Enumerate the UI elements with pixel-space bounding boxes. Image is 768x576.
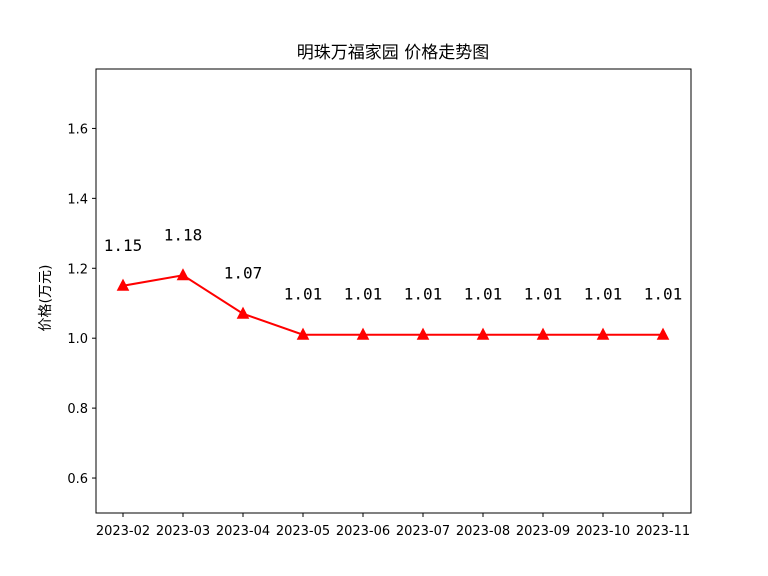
- series-line: [122, 274, 663, 336]
- plot-area-frame: [95, 68, 692, 514]
- data-point-marker: [296, 327, 310, 340]
- x-tick-label: 2023-07: [396, 524, 450, 539]
- data-point-marker: [596, 327, 610, 340]
- y-tick-label: 0.6: [67, 472, 88, 487]
- data-point-marker: [236, 306, 250, 319]
- x-tick-label: 2023-06: [336, 524, 390, 539]
- y-tick-label: 1.6: [67, 122, 88, 137]
- data-label: 1.01: [584, 285, 623, 304]
- y-axis-label: 价格(万元): [38, 265, 54, 332]
- data-label: 1.01: [524, 285, 563, 304]
- data-label: 1.01: [284, 285, 323, 304]
- data-point-marker: [476, 327, 490, 340]
- data-label: 1.01: [404, 285, 443, 304]
- data-label: 1.01: [344, 285, 383, 304]
- data-label: 1.07: [224, 264, 263, 283]
- data-point-marker: [416, 327, 430, 340]
- data-point-marker: [656, 327, 670, 340]
- data-point-marker: [536, 327, 550, 340]
- y-tick-label: 1.4: [67, 192, 88, 207]
- price-series: [116, 268, 670, 340]
- data-point-marker: [356, 327, 370, 340]
- data-labels: 1.15 1.18 1.07 1.01 1.01 1.01 1.01 1.01 1.01 1.01: [104, 225, 683, 303]
- x-tick-label: 2023-04: [216, 524, 270, 539]
- x-axis-ticks: 2023-02 2023-03 2023-04 2023-05 2023-06 2023-…: [96, 513, 690, 539]
- y-axis-ticks: 0.6 0.8 1.0 1.2 1.4 1.6: [67, 122, 96, 487]
- x-tick-label: 2023-09: [516, 524, 570, 539]
- x-tick-label: 2023-05: [276, 524, 330, 539]
- data-point-marker: [116, 278, 130, 291]
- data-label: 1.18: [164, 225, 203, 244]
- chart-title: 明珠万福家园 价格走势图: [297, 43, 489, 63]
- x-tick-label: 2023-10: [576, 524, 630, 539]
- y-tick-label: 1.0: [67, 332, 88, 347]
- y-tick-label: 1.2: [67, 262, 88, 277]
- x-tick-label: 2023-02: [96, 524, 150, 539]
- x-tick-label: 2023-08: [456, 524, 510, 539]
- data-label: 1.15: [104, 236, 143, 255]
- data-point-marker: [176, 268, 190, 281]
- x-tick-label: 2023-11: [636, 524, 690, 539]
- data-label: 1.01: [644, 285, 683, 304]
- x-tick-label: 2023-03: [156, 524, 210, 539]
- y-tick-label: 0.8: [67, 402, 88, 417]
- data-label: 1.01: [464, 285, 503, 304]
